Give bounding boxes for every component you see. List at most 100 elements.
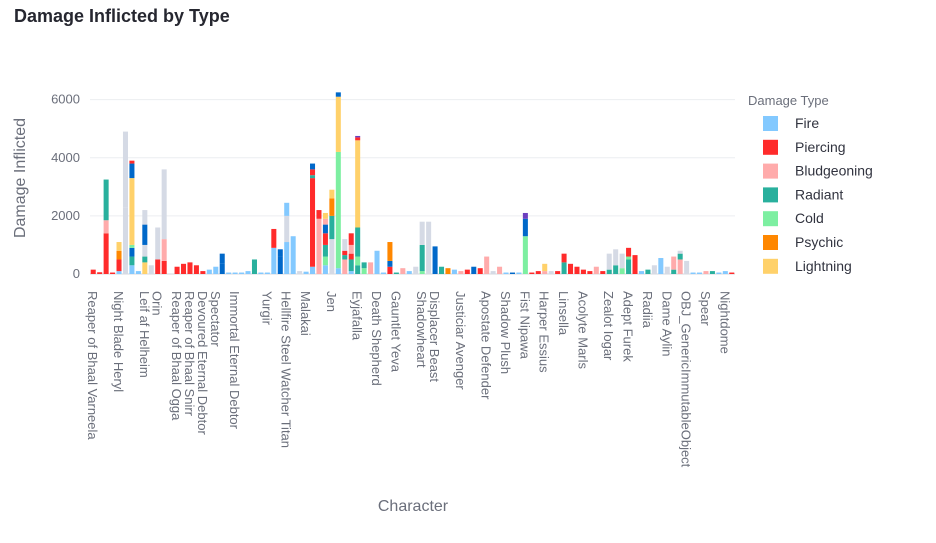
legend-item[interactable]: Bludgeoning xyxy=(763,163,873,179)
bar-stack[interactable] xyxy=(555,271,561,274)
bar-stack[interactable] xyxy=(213,266,219,274)
bar-stack[interactable] xyxy=(690,272,696,274)
bar-stack[interactable] xyxy=(335,92,341,274)
bar-segment[interactable] xyxy=(355,135,361,138)
bar-stack[interactable] xyxy=(606,253,612,274)
bar-stack[interactable] xyxy=(638,271,644,274)
bar-segment[interactable] xyxy=(103,220,109,234)
bar-stack[interactable] xyxy=(477,268,483,274)
bar-segment[interactable] xyxy=(542,263,548,272)
bar-stack[interactable] xyxy=(458,271,464,274)
bar-stack[interactable] xyxy=(471,266,477,274)
bar-segment[interactable] xyxy=(619,268,625,274)
bar-segment[interactable] xyxy=(310,169,316,176)
bar-segment[interactable] xyxy=(677,253,683,260)
bar-segment[interactable] xyxy=(322,256,328,266)
bar-stack[interactable] xyxy=(116,242,122,274)
bar-stack[interactable] xyxy=(548,271,554,274)
bar-segment[interactable] xyxy=(709,271,715,274)
bar-segment[interactable] xyxy=(129,178,135,245)
bar-segment[interactable] xyxy=(97,272,103,274)
bar-stack[interactable] xyxy=(490,271,496,274)
bar-stack[interactable] xyxy=(368,262,374,274)
bar-segment[interactable] xyxy=(142,262,148,274)
bar-segment[interactable] xyxy=(613,249,619,266)
bar-segment[interactable] xyxy=(503,272,509,274)
bar-segment[interactable] xyxy=(271,247,277,274)
bar-stack[interactable] xyxy=(284,202,290,274)
bar-stack[interactable] xyxy=(148,265,154,274)
bar-segment[interactable] xyxy=(419,221,425,245)
bar-segment[interactable] xyxy=(335,96,341,152)
bar-segment[interactable] xyxy=(342,259,348,274)
bar-stack[interactable] xyxy=(155,227,161,275)
bar-segment[interactable] xyxy=(342,239,348,251)
bar-segment[interactable] xyxy=(129,247,135,257)
bar-segment[interactable] xyxy=(574,266,580,274)
bar-segment[interactable] xyxy=(497,266,503,274)
legend-item[interactable]: Lightning xyxy=(763,258,852,274)
legend-item[interactable]: Radiant xyxy=(763,186,843,203)
bar-stack[interactable] xyxy=(716,272,722,274)
bar-segment[interactable] xyxy=(329,198,335,216)
bar-stack[interactable] xyxy=(632,255,638,274)
bar-stack[interactable] xyxy=(135,271,141,274)
bar-stack[interactable] xyxy=(697,272,703,274)
bar-segment[interactable] xyxy=(122,207,128,274)
bar-stack[interactable] xyxy=(393,272,399,274)
legend-item[interactable]: Fire xyxy=(763,115,819,131)
bar-segment[interactable] xyxy=(232,272,238,274)
bar-segment[interactable] xyxy=(458,271,464,274)
bar-segment[interactable] xyxy=(355,227,361,257)
bar-segment[interactable] xyxy=(400,268,406,274)
bar-stack[interactable] xyxy=(516,272,522,274)
bar-segment[interactable] xyxy=(129,256,135,266)
bar-segment[interactable] xyxy=(335,268,341,274)
bar-segment[interactable] xyxy=(509,272,515,274)
bar-segment[interactable] xyxy=(219,253,225,264)
bar-stack[interactable] xyxy=(400,268,406,274)
bar-stack[interactable] xyxy=(310,163,316,274)
bar-segment[interactable] xyxy=(161,260,167,274)
bar-stack[interactable] xyxy=(406,271,412,274)
bar-segment[interactable] xyxy=(322,224,328,234)
bar-stack[interactable] xyxy=(426,221,432,274)
bar-segment[interactable] xyxy=(703,271,709,274)
bar-segment[interactable] xyxy=(464,269,470,274)
bar-segment[interactable] xyxy=(690,272,696,274)
bar-segment[interactable] xyxy=(542,271,548,274)
bar-stack[interactable] xyxy=(142,210,148,274)
bar-segment[interactable] xyxy=(419,244,425,272)
bar-stack[interactable] xyxy=(271,228,277,274)
bar-segment[interactable] xyxy=(355,137,361,141)
bar-stack[interactable] xyxy=(451,269,457,274)
bar-stack[interactable] xyxy=(187,262,193,274)
bar-segment[interactable] xyxy=(445,268,451,274)
bar-segment[interactable] xyxy=(322,244,328,257)
bar-segment[interactable] xyxy=(348,271,354,274)
bar-segment[interactable] xyxy=(297,271,303,274)
bar-segment[interactable] xyxy=(316,210,322,219)
bar-segment[interactable] xyxy=(103,179,109,221)
bar-segment[interactable] xyxy=(451,269,457,274)
bar-segment[interactable] xyxy=(387,266,393,274)
bar-segment[interactable] xyxy=(613,265,619,274)
bar-segment[interactable] xyxy=(671,256,677,270)
bar-segment[interactable] xyxy=(561,253,567,263)
bar-segment[interactable] xyxy=(548,271,554,274)
bar-stack[interactable] xyxy=(509,272,515,274)
bar-segment[interactable] xyxy=(174,266,180,274)
bar-segment[interactable] xyxy=(606,253,612,270)
bar-segment[interactable] xyxy=(439,266,445,274)
bar-stack[interactable] xyxy=(464,269,470,274)
bar-stack[interactable] xyxy=(329,189,335,274)
bar-segment[interactable] xyxy=(580,269,586,274)
bar-stack[interactable] xyxy=(613,249,619,274)
bar-segment[interactable] xyxy=(484,256,490,274)
bar-segment[interactable] xyxy=(187,262,193,274)
bar-segment[interactable] xyxy=(335,151,341,269)
bar-segment[interactable] xyxy=(335,92,341,97)
bar-segment[interactable] xyxy=(329,189,335,199)
bar-segment[interactable] xyxy=(322,233,328,245)
bar-segment[interactable] xyxy=(239,272,245,274)
